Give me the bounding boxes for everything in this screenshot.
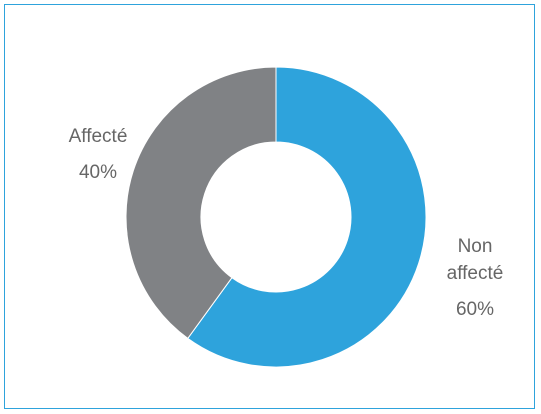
slice-value-non-affecte: 60% (456, 299, 494, 320)
slice-label-group-non-affecte: Non affecté 60% (447, 236, 504, 320)
slice-label-group-affecte: Affecté 40% (69, 126, 128, 183)
slice-value-affecte: 40% (79, 162, 117, 183)
donut-slice-0 (187, 66, 427, 368)
slice-label-non-affecte-line2: affecté (447, 263, 504, 284)
donut-slices (125, 66, 427, 368)
slice-label-affecte: Affecté (69, 126, 128, 147)
donut-slice-1 (125, 66, 277, 340)
slice-label-non-affecte-line1: Non (458, 236, 493, 257)
